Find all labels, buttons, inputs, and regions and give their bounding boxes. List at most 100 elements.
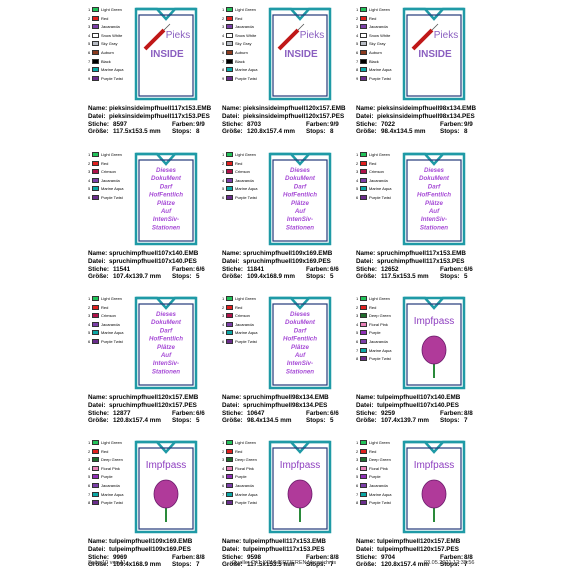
label: Datei: <box>88 257 106 265</box>
swatch-name: Black <box>101 58 111 64</box>
swatch <box>92 321 99 327</box>
swatch-number: 8 <box>222 67 225 73</box>
label: Stops: <box>172 561 192 569</box>
swatch-name: Red <box>235 304 243 310</box>
swatch-number: 5 <box>356 330 359 336</box>
swatch-number: 5 <box>88 186 91 192</box>
label: Farben: <box>440 265 464 273</box>
swatch-number: 8 <box>88 67 91 73</box>
swatch-name: Light Green <box>101 152 122 157</box>
swatch-name: Purple Twist <box>235 75 257 81</box>
needle <box>297 23 305 31</box>
value: 8703 <box>247 120 262 128</box>
swatch-number: 5 <box>222 474 225 480</box>
swatch <box>226 186 233 192</box>
swatch-name: Red <box>101 304 109 310</box>
swatch-name: Floral Pink <box>369 465 388 471</box>
swatch-name: Purple Twist <box>101 339 123 344</box>
value: 5 <box>330 417 334 425</box>
swatch-number: 6 <box>88 195 91 200</box>
swatch-name: Marine Aqua <box>369 186 392 192</box>
swatch <box>360 457 367 463</box>
swatch-name: Red <box>101 160 109 166</box>
tulip-bloom <box>421 335 447 365</box>
label: Größe: <box>356 417 377 425</box>
swatch-number: 5 <box>88 41 91 47</box>
card-frame <box>134 152 198 246</box>
value: tulpeimpfhuell107x140.PES <box>377 401 459 409</box>
swatch-number: 2 <box>222 160 225 166</box>
swatch <box>92 483 99 488</box>
card-flap <box>404 152 464 166</box>
swatch-name: Red <box>101 15 109 21</box>
swatch <box>360 58 367 64</box>
design-text: IntenSiv- <box>287 216 313 223</box>
swatch-number: 3 <box>222 313 225 319</box>
card-frame <box>268 152 332 246</box>
swatch-number: 7 <box>88 58 91 64</box>
value: 11841 <box>247 265 265 273</box>
label: Stops: <box>306 561 326 569</box>
card-frame <box>268 7 332 101</box>
swatch-number: 4 <box>356 465 359 471</box>
swatch-number: 8 <box>88 500 91 506</box>
swatch-number: 5 <box>222 41 225 47</box>
swatch <box>92 177 99 183</box>
label: Name: <box>88 105 108 112</box>
value: 8/8 <box>196 553 205 561</box>
swatch <box>92 32 99 38</box>
swatch <box>226 32 233 38</box>
design-text: Auf <box>160 208 172 215</box>
value: spruchimpfhuell117x153.PES <box>377 257 465 265</box>
swatch-number: 2 <box>88 15 91 21</box>
value: pieksinsideimpfhuell98x134.EMB <box>377 105 477 112</box>
design-text: Stationen <box>152 368 180 375</box>
card-flap <box>136 7 196 21</box>
swatch-number: 3 <box>356 457 359 463</box>
swatch-number: 4 <box>88 32 91 38</box>
design-preview: Pieks INSIDE <box>268 7 332 101</box>
swatch-name: Purple Twist <box>101 195 123 200</box>
label: Stiche: <box>88 409 109 417</box>
swatch-name: Deep Green <box>101 457 123 463</box>
label: Name: <box>356 538 376 545</box>
label: Größe: <box>88 417 109 425</box>
swatch-name: Snow White <box>235 32 257 38</box>
label: Stiche: <box>222 553 243 561</box>
value: 7 <box>464 561 468 569</box>
swatch-name: Light Green <box>369 7 390 12</box>
label: Größe: <box>88 128 109 136</box>
swatch-number: 1 <box>356 296 359 301</box>
swatch-number: 7 <box>356 347 359 353</box>
swatch-number: 3 <box>88 24 91 30</box>
value: spruchimpfhuell120x157.EMB <box>109 394 199 401</box>
label: Stops: <box>172 417 192 425</box>
swatch-number: 4 <box>356 32 359 38</box>
swatch-number: 1 <box>88 152 91 157</box>
swatch <box>92 160 99 166</box>
swatch <box>226 152 233 157</box>
tulip-bloom <box>287 479 313 509</box>
value: 10647 <box>247 409 265 417</box>
label: Stiche: <box>356 265 377 273</box>
card-flap <box>270 440 330 454</box>
swatch-name: Marine Aqua <box>101 67 124 73</box>
card-inner <box>406 303 462 386</box>
swatch <box>360 75 367 81</box>
swatch-number: 6 <box>88 483 91 488</box>
swatch <box>226 160 233 166</box>
swatch-name: Crimson <box>101 313 116 319</box>
design-text: Auf <box>160 352 172 359</box>
card-frame <box>134 7 198 101</box>
swatch <box>92 457 99 463</box>
swatch <box>226 58 233 64</box>
swatch-name: Auburn <box>369 50 382 55</box>
label: Farben: <box>172 265 196 273</box>
swatch <box>360 32 367 38</box>
label: Stiche: <box>222 120 243 128</box>
swatch-name: Snow White <box>369 32 391 38</box>
label: Größe: <box>356 273 377 281</box>
value: spruchimpfhuell98x134.EMB <box>243 394 329 401</box>
